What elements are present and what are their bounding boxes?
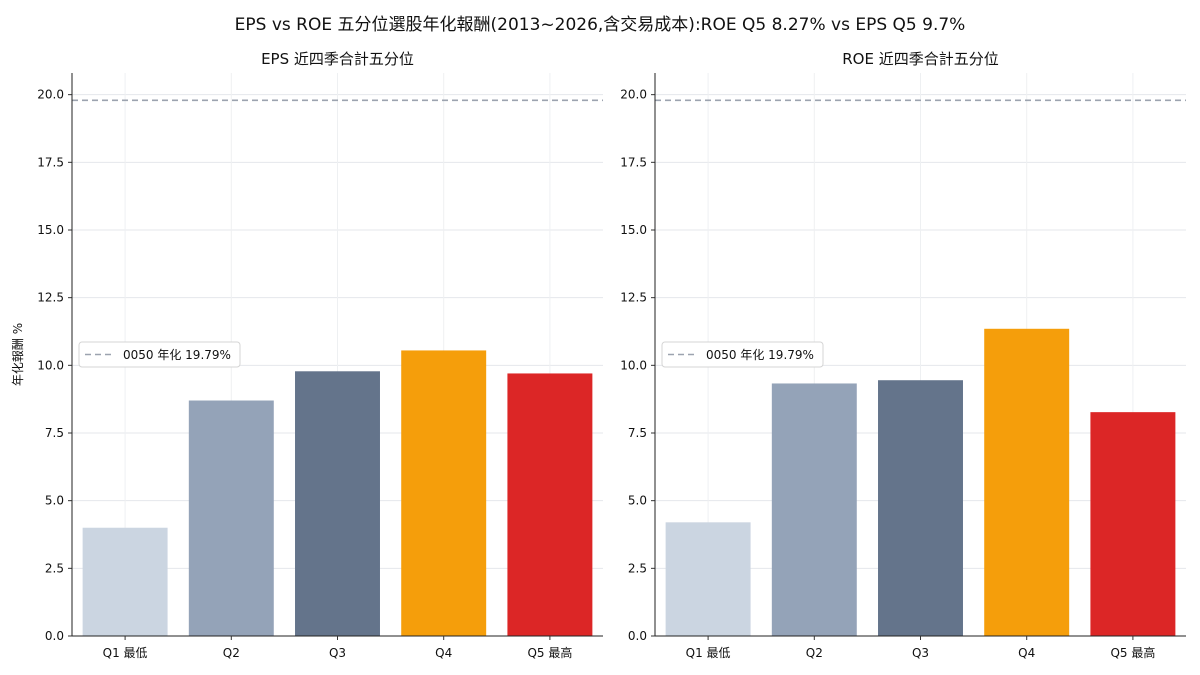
y-tick-label: 0.0 [45, 629, 64, 643]
x-tick-label: Q5 最高 [1110, 645, 1155, 660]
y-tick-label: 10.0 [620, 358, 647, 372]
y-tick-label: 12.5 [37, 291, 64, 305]
legend-label: 0050 年化 19.79% [706, 348, 814, 362]
y-tick-label: 10.0 [37, 358, 64, 372]
figure-title: EPS vs ROE 五分位選股年化報酬(2013~2026,含交易成本):RO… [235, 15, 966, 35]
x-tick-label: Q3 [329, 646, 346, 660]
legend-label: 0050 年化 19.79% [123, 348, 231, 362]
y-tick-label: 12.5 [620, 291, 647, 305]
legend: 0050 年化 19.79% [661, 341, 824, 368]
x-tick-label: Q3 [912, 646, 929, 660]
bar-4 [401, 350, 487, 636]
bar-3 [295, 371, 380, 636]
y-tick-label: 7.5 [45, 426, 64, 440]
legend-frame [78, 341, 241, 368]
bar-2 [771, 383, 857, 636]
bar-1 [82, 527, 168, 636]
bar-1 [665, 522, 751, 636]
x-tick-label: Q4 [1018, 646, 1035, 660]
bar-5 [507, 373, 593, 636]
y-tick-label: 15.0 [620, 223, 647, 237]
y-tick-label: 0.0 [628, 629, 647, 643]
y-tick-label: 2.5 [45, 561, 64, 575]
x-tick-label: Q5 最高 [527, 645, 572, 660]
legend-frame [661, 341, 824, 368]
x-tick-label: Q2 [223, 646, 240, 660]
y-tick-label: 17.5 [620, 155, 647, 169]
y-tick-label: 5.0 [628, 494, 647, 508]
x-tick-label: Q2 [806, 646, 823, 660]
x-tick-label: Q1 最低 [686, 646, 731, 660]
subplot-2: 0.0 2.5 5.0 7.5 10.0 12.5 15.0 17.5 20.0 Q1 最低 Q2 Q… [620, 50, 1186, 660]
x-tick-label: Q4 [435, 646, 452, 660]
y-tick-label: 17.5 [37, 155, 64, 169]
y-tick-label: 5.0 [45, 494, 64, 508]
subplot-1: 0.0 2.5 5.0 7.5 10.0 12.5 15.0 17.5 20.0 Q1 最低 Q2 Q… [11, 50, 603, 660]
y-tick-label: 7.5 [628, 426, 647, 440]
bar-5 [1090, 412, 1176, 636]
subplot-title: EPS 近四季合計五分位 [261, 50, 414, 68]
y-tick-label: 20.0 [620, 88, 647, 102]
bar-2 [188, 400, 274, 636]
x-tick-label: Q1 最低 [103, 646, 148, 660]
bar-4 [984, 328, 1070, 636]
bar-3 [878, 380, 963, 636]
subplot-title: ROE 近四季合計五分位 [842, 50, 998, 68]
legend: 0050 年化 19.79% [78, 341, 241, 368]
y-tick-label: 20.0 [37, 88, 64, 102]
y-tick-label: 2.5 [628, 561, 647, 575]
y-axis-label: 年化報酬 % [11, 323, 25, 386]
y-tick-label: 15.0 [37, 223, 64, 237]
